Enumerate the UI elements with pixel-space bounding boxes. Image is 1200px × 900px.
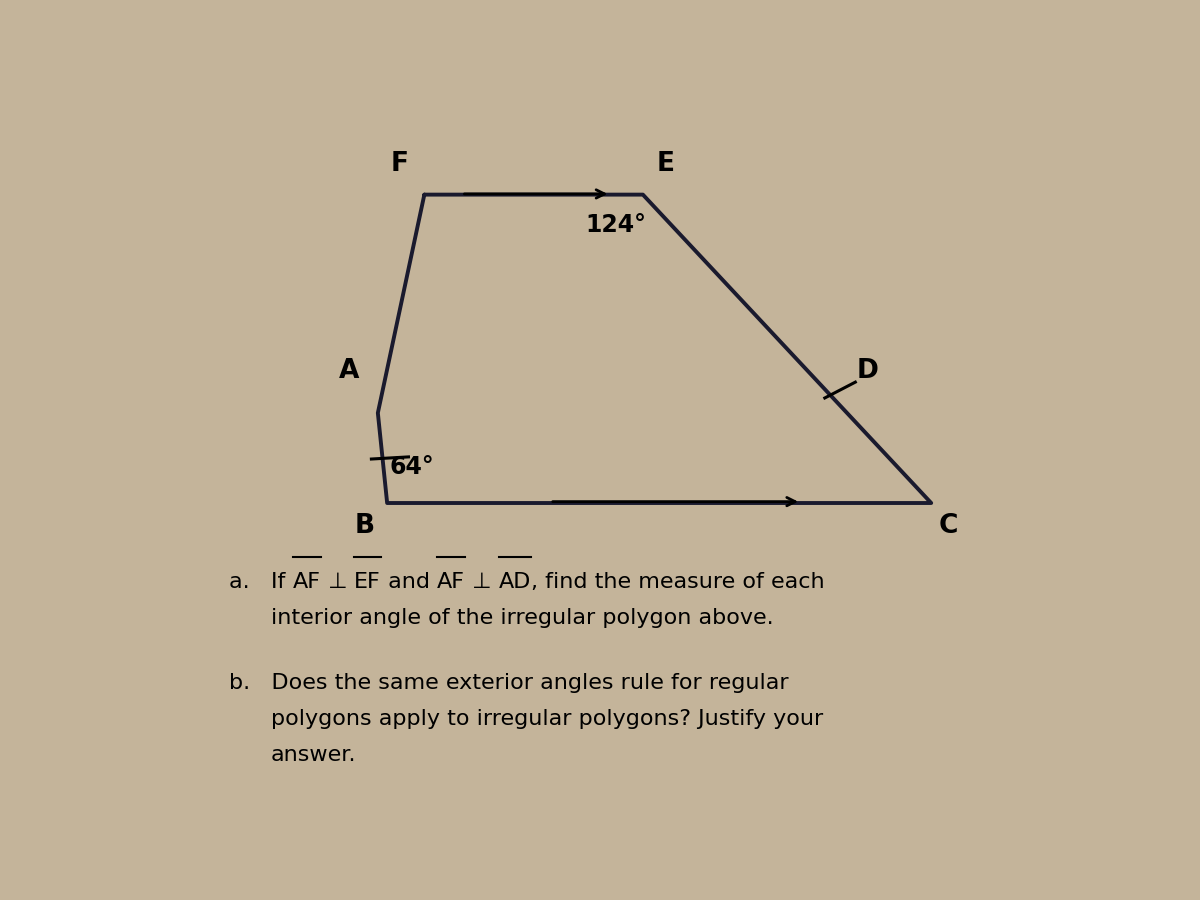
Text: E: E bbox=[656, 151, 674, 177]
Text: AF: AF bbox=[437, 572, 466, 592]
Text: answer.: answer. bbox=[271, 745, 356, 765]
Text: EF: EF bbox=[354, 572, 380, 592]
Text: b.   Does the same exterior angles rule for regular: b. Does the same exterior angles rule fo… bbox=[229, 673, 788, 693]
Text: polygons apply to irregular polygons? Justify your: polygons apply to irregular polygons? Ju… bbox=[271, 709, 823, 729]
Text: D: D bbox=[857, 358, 878, 384]
Text: A: A bbox=[338, 358, 359, 384]
Text: AF: AF bbox=[293, 572, 320, 592]
Text: a.   If: a. If bbox=[229, 572, 293, 592]
Text: B: B bbox=[355, 513, 376, 539]
Text: C: C bbox=[938, 513, 958, 539]
Text: ⊥: ⊥ bbox=[466, 572, 499, 592]
Text: AD: AD bbox=[499, 572, 532, 592]
Text: 124°: 124° bbox=[586, 213, 647, 238]
Text: , find the measure of each: , find the measure of each bbox=[532, 572, 824, 592]
Text: F: F bbox=[390, 151, 408, 177]
Text: interior angle of the irregular polygon above.: interior angle of the irregular polygon … bbox=[271, 608, 774, 628]
Text: and: and bbox=[380, 572, 437, 592]
Text: 64°: 64° bbox=[390, 454, 434, 479]
Text: ⊥: ⊥ bbox=[320, 572, 354, 592]
